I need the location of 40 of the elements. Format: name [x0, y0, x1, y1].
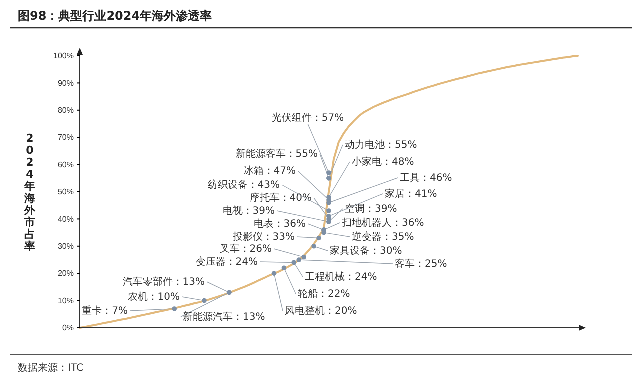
data-label: 扫地机器人：36%: [341, 217, 424, 229]
data-label: 叉车：26%: [220, 243, 272, 255]
data-label: 逆变器：35%: [352, 231, 414, 243]
y-tick-label: 100%: [54, 52, 74, 61]
data-label: 摩托车：40%: [250, 192, 312, 204]
y-tick-label: 90%: [58, 78, 74, 88]
source-note: 数据来源：ITC: [18, 362, 84, 374]
data-label: 风电整机：20%: [285, 305, 358, 317]
data-label: 农机：10%: [128, 291, 180, 303]
data-label: 冰箱：47%: [244, 165, 296, 177]
y-tick-label: 0%: [62, 324, 74, 333]
data-label: 轮船：22%: [298, 288, 350, 300]
data-label: 重卡：7%: [82, 305, 128, 317]
y-tick-label: 60%: [58, 160, 74, 170]
y-tick-label: 20%: [58, 269, 74, 278]
data-label: 工程机械：24%: [305, 271, 378, 283]
data-label: 汽车零部件：13%: [122, 276, 205, 288]
data-label: 光伏组件：57%: [272, 112, 344, 124]
data-label: 家具设备：30%: [330, 245, 402, 257]
y-tick-label: 70%: [58, 133, 74, 142]
y-tick-label: 50%: [58, 188, 74, 197]
data-label: 动力电池：55%: [345, 139, 418, 151]
data-label: 空调：39%: [345, 203, 398, 215]
data-label: 电表：36%: [254, 218, 306, 230]
data-label: 新能源客车：55%: [236, 148, 318, 160]
data-label: 客车：25%: [395, 258, 448, 270]
chart-title: 图98：典型行业2024年海外渗透率: [18, 9, 212, 23]
y-tick-label: 10%: [58, 296, 74, 306]
data-label: 新能源汽车：13%: [183, 311, 266, 323]
y-tick-label: 30%: [58, 242, 74, 251]
y-tick-label: 40%: [58, 214, 74, 224]
data-label: 家居：41%: [385, 188, 438, 200]
data-label: 电视：39%: [222, 205, 275, 217]
data-label: 变压器：24%: [196, 256, 258, 268]
data-label: 纺织设备：43%: [208, 179, 280, 191]
data-label: 投影仪：33%: [232, 231, 295, 243]
data-label: 工具：46%: [400, 173, 452, 184]
y-tick-label: 80%: [58, 106, 74, 115]
text: 2024年海外市占率: [24, 132, 36, 253]
data-label: 小家电：48%: [352, 156, 414, 168]
